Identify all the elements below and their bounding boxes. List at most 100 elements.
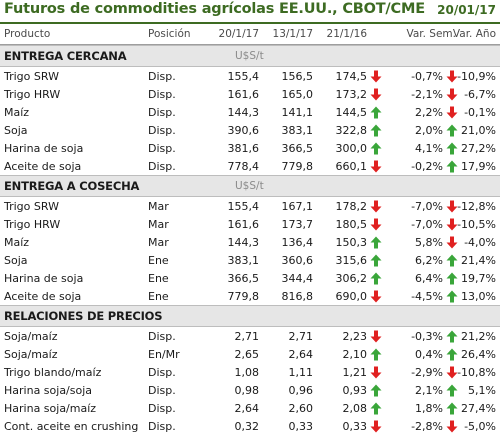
table-row: Soja Disp. 390,6 383,1 322,8 2,0% 21,0% [0,121,500,139]
arrow-down-icon [446,366,458,379]
page-title: Futuros de commodities agrícolas EE.UU.,… [4,1,425,17]
arrow-down-icon [370,366,382,379]
cell-producto: Aceite de soja [4,160,82,173]
table-row: Trigo SRW Mar 155,4 167,1 178,2 -7,0% -12,8% [0,197,500,215]
arrow-up-icon [446,330,458,343]
header-producto: Producto [4,28,51,40]
cell-producto: Trigo HRW [4,88,61,101]
arrow-down-icon [446,236,458,249]
cell-producto: Maíz [4,106,30,119]
cell-var-sem: 2,2% [415,106,443,119]
section-unit: U$S/t [235,180,264,192]
cell-value-date-1: 155,4 [227,70,260,83]
cell-posicion: Disp. [148,330,176,343]
cell-posicion: Ene [148,272,169,285]
cell-value-date-2: 167,1 [281,200,314,213]
cell-var-anio: -5,0% [464,420,496,433]
arrow-down-icon [370,70,382,83]
cell-value-date-3: 322,8 [335,124,368,137]
cell-value-date-2: 2,71 [288,330,314,343]
cell-producto: Harina soja/maíz [4,402,97,415]
cell-var-anio: -0,1% [464,106,496,119]
cell-value-date-3: 150,3 [335,236,368,249]
arrow-down-icon [446,106,458,119]
arrow-up-icon [446,272,458,285]
header-date-2: 13/1/17 [272,28,313,40]
cell-value-date-2: 141,1 [281,106,314,119]
arrow-down-icon [370,218,382,231]
cell-value-date-3: 2,08 [342,402,368,415]
table-header: Producto Posición 20/1/17 13/1/17 21/1/1… [0,22,500,45]
table-row: Trigo HRW Disp. 161,6 165,0 173,2 -2,1% -6,7% [0,85,500,103]
cell-producto: Harina de soja [4,272,84,285]
arrow-down-icon [370,200,382,213]
cell-posicion: En/Mr [148,348,180,361]
cell-value-date-1: 383,1 [227,254,260,267]
cell-posicion: Mar [148,218,169,231]
cell-value-date-2: 779,8 [281,160,314,173]
cell-value-date-1: 390,6 [227,124,260,137]
cell-value-date-1: 0,32 [234,420,260,433]
cell-value-date-1: 161,6 [227,218,260,231]
cell-value-date-3: 0,33 [342,420,368,433]
cell-value-date-3: 180,5 [335,218,368,231]
cell-value-date-3: 315,6 [335,254,368,267]
cell-var-anio: 21,2% [461,330,496,343]
cell-var-anio: 21,4% [461,254,496,267]
cell-var-sem: 4,1% [415,142,443,155]
cell-value-date-2: 165,0 [281,88,314,101]
cell-value-date-1: 381,6 [227,142,260,155]
cell-value-date-3: 2,10 [342,348,368,361]
cell-posicion: Disp. [148,70,176,83]
cell-value-date-2: 816,8 [281,290,314,303]
cell-value-date-3: 144,5 [335,106,368,119]
cell-value-date-2: 383,1 [281,124,314,137]
cell-posicion: Disp. [148,142,176,155]
arrow-up-icon [446,384,458,397]
table-row: Aceite de soja Disp. 778,4 779,8 660,1 -0,2% 1… [0,157,500,175]
cell-producto: Harina de soja [4,142,84,155]
section-header: ENTREGA A COSECHA U$S/t [0,175,500,197]
table-row: Trigo HRW Mar 161,6 173,7 180,5 -7,0% -10,5% [0,215,500,233]
section-header: ENTREGA CERCANA U$S/t [0,45,500,67]
table-row: Aceite de soja Ene 779,8 816,8 690,0 -4,5% 13,… [0,287,500,305]
arrow-up-icon [370,106,382,119]
cell-value-date-2: 136,4 [281,236,314,249]
cell-producto: Trigo blando/maíz [4,366,102,379]
cell-posicion: Disp. [148,366,176,379]
arrow-down-icon [370,290,382,303]
cell-value-date-2: 344,4 [281,272,314,285]
cell-producto: Trigo SRW [4,70,59,83]
cell-var-anio: 26,4% [461,348,496,361]
arrow-up-icon [446,142,458,155]
table-row: Trigo SRW Disp. 155,4 156,5 174,5 -0,7% -10,9% [0,67,500,85]
table-row: Trigo blando/maíz Disp. 1,08 1,11 1,21 -2,9% -… [0,363,500,381]
arrow-up-icon [370,402,382,415]
arrow-down-icon [446,420,458,433]
cell-value-date-3: 660,1 [335,160,368,173]
cell-var-anio: 17,9% [461,160,496,173]
cell-value-date-3: 1,21 [342,366,368,379]
arrow-down-icon [370,330,382,343]
arrow-down-icon [446,88,458,101]
cell-value-date-2: 360,6 [281,254,314,267]
arrow-up-icon [370,142,382,155]
cell-producto: Soja/maíz [4,330,58,343]
cell-var-sem: 6,2% [415,254,443,267]
arrow-up-icon [446,348,458,361]
cell-var-anio: 21,0% [461,124,496,137]
cell-var-sem: 1,8% [415,402,443,415]
cell-value-date-2: 173,7 [281,218,314,231]
report-date: 20/01/17 [437,3,496,17]
cell-producto: Soja [4,124,28,137]
cell-var-anio: 13,0% [461,290,496,303]
arrow-up-icon [446,290,458,303]
arrow-down-icon [370,420,382,433]
cell-value-date-2: 0,96 [288,384,314,397]
arrow-up-icon [370,124,382,137]
arrow-up-icon [370,348,382,361]
cell-producto: Aceite de soja [4,290,82,303]
arrow-down-icon [446,70,458,83]
cell-value-date-1: 2,71 [234,330,260,343]
cell-producto: Trigo SRW [4,200,59,213]
